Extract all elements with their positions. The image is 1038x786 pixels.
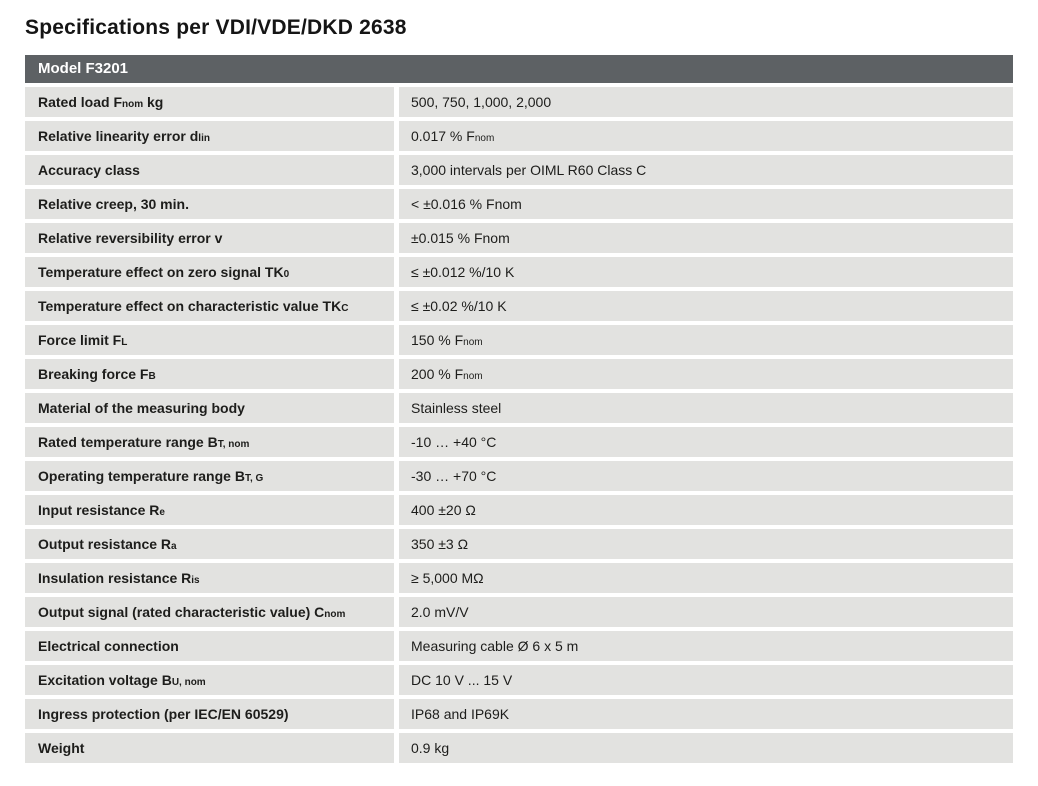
- spec-label: Temperature effect on characteristic val…: [25, 291, 394, 321]
- spec-value: IP68 and IP69K: [399, 699, 1013, 729]
- table-row: Relative creep, 30 min. < ±0.016 % Fnom: [25, 189, 1013, 219]
- table-row: Relative reversibility error v ±0.015 % F…: [25, 223, 1013, 253]
- spec-value: 350 ±3 Ω: [399, 529, 1013, 559]
- table-row: Excitation voltage B U, nom DC 10 V ... 15…: [25, 665, 1013, 695]
- spec-value: Stainless steel: [399, 393, 1013, 423]
- spec-label: Rated temperature range B T, nom: [25, 427, 394, 457]
- spec-value: 0.9 kg: [399, 733, 1013, 763]
- spec-label: Weight: [25, 733, 394, 763]
- spec-value: -10 … +40 °C: [399, 427, 1013, 457]
- spec-label: Temperature effect on zero signal TK 0: [25, 257, 394, 287]
- spec-label: Output signal (rated characteristic valu…: [25, 597, 394, 627]
- spec-label: Accuracy class: [25, 155, 394, 185]
- spec-value: ±0.015 % Fnom: [399, 223, 1013, 253]
- spec-value: ≤ ±0.02 %/10 K: [399, 291, 1013, 321]
- table-row: Temperature effect on characteristic val…: [25, 291, 1013, 321]
- table-row: Temperature effect on zero signal TK 0 ≤ ±…: [25, 257, 1013, 287]
- spec-label: Material of the measuring body: [25, 393, 394, 423]
- table-row: Output signal (rated characteristic valu…: [25, 597, 1013, 627]
- spec-value: ≥ 5,000 MΩ: [399, 563, 1013, 593]
- spec-label: Operating temperature range B T, G: [25, 461, 394, 491]
- spec-value: Measuring cable Ø 6 x 5 m: [399, 631, 1013, 661]
- table-row: Ingress protection (per IEC/EN 60529) IP6…: [25, 699, 1013, 729]
- spec-value: 2.0 mV/V: [399, 597, 1013, 627]
- page-title: Specifications per VDI/VDE/DKD 2638: [25, 16, 407, 39]
- spec-value: < ±0.016 % Fnom: [399, 189, 1013, 219]
- spec-value: DC 10 V ... 15 V: [399, 665, 1013, 695]
- spec-value: ≤ ±0.012 %/10 K: [399, 257, 1013, 287]
- table-row: Accuracy class 3,000 intervals per OIML R…: [25, 155, 1013, 185]
- table-row: Weight 0.9 kg: [25, 733, 1013, 763]
- spec-label: Ingress protection (per IEC/EN 60529): [25, 699, 394, 729]
- spec-value: 500, 750, 1,000, 2,000: [399, 87, 1013, 117]
- spec-label: Relative linearity error d lin: [25, 121, 394, 151]
- table-row: Operating temperature range B T, G -30 … +…: [25, 461, 1013, 491]
- spec-value: 400 ±20 Ω: [399, 495, 1013, 525]
- spec-label: Excitation voltage B U, nom: [25, 665, 394, 695]
- spec-label: Electrical connection: [25, 631, 394, 661]
- table-row: Rated temperature range B T, nom -10 … +40…: [25, 427, 1013, 457]
- spec-label: Relative creep, 30 min.: [25, 189, 394, 219]
- table-row: Material of the measuring body Stainless …: [25, 393, 1013, 423]
- table-header-model: Model F3201: [25, 55, 1013, 83]
- table-row: Electrical connection Measuring cable Ø 6…: [25, 631, 1013, 661]
- spec-value: -30 … +70 °C: [399, 461, 1013, 491]
- spec-label: Relative reversibility error v: [25, 223, 394, 253]
- spec-value: 3,000 intervals per OIML R60 Class C: [399, 155, 1013, 185]
